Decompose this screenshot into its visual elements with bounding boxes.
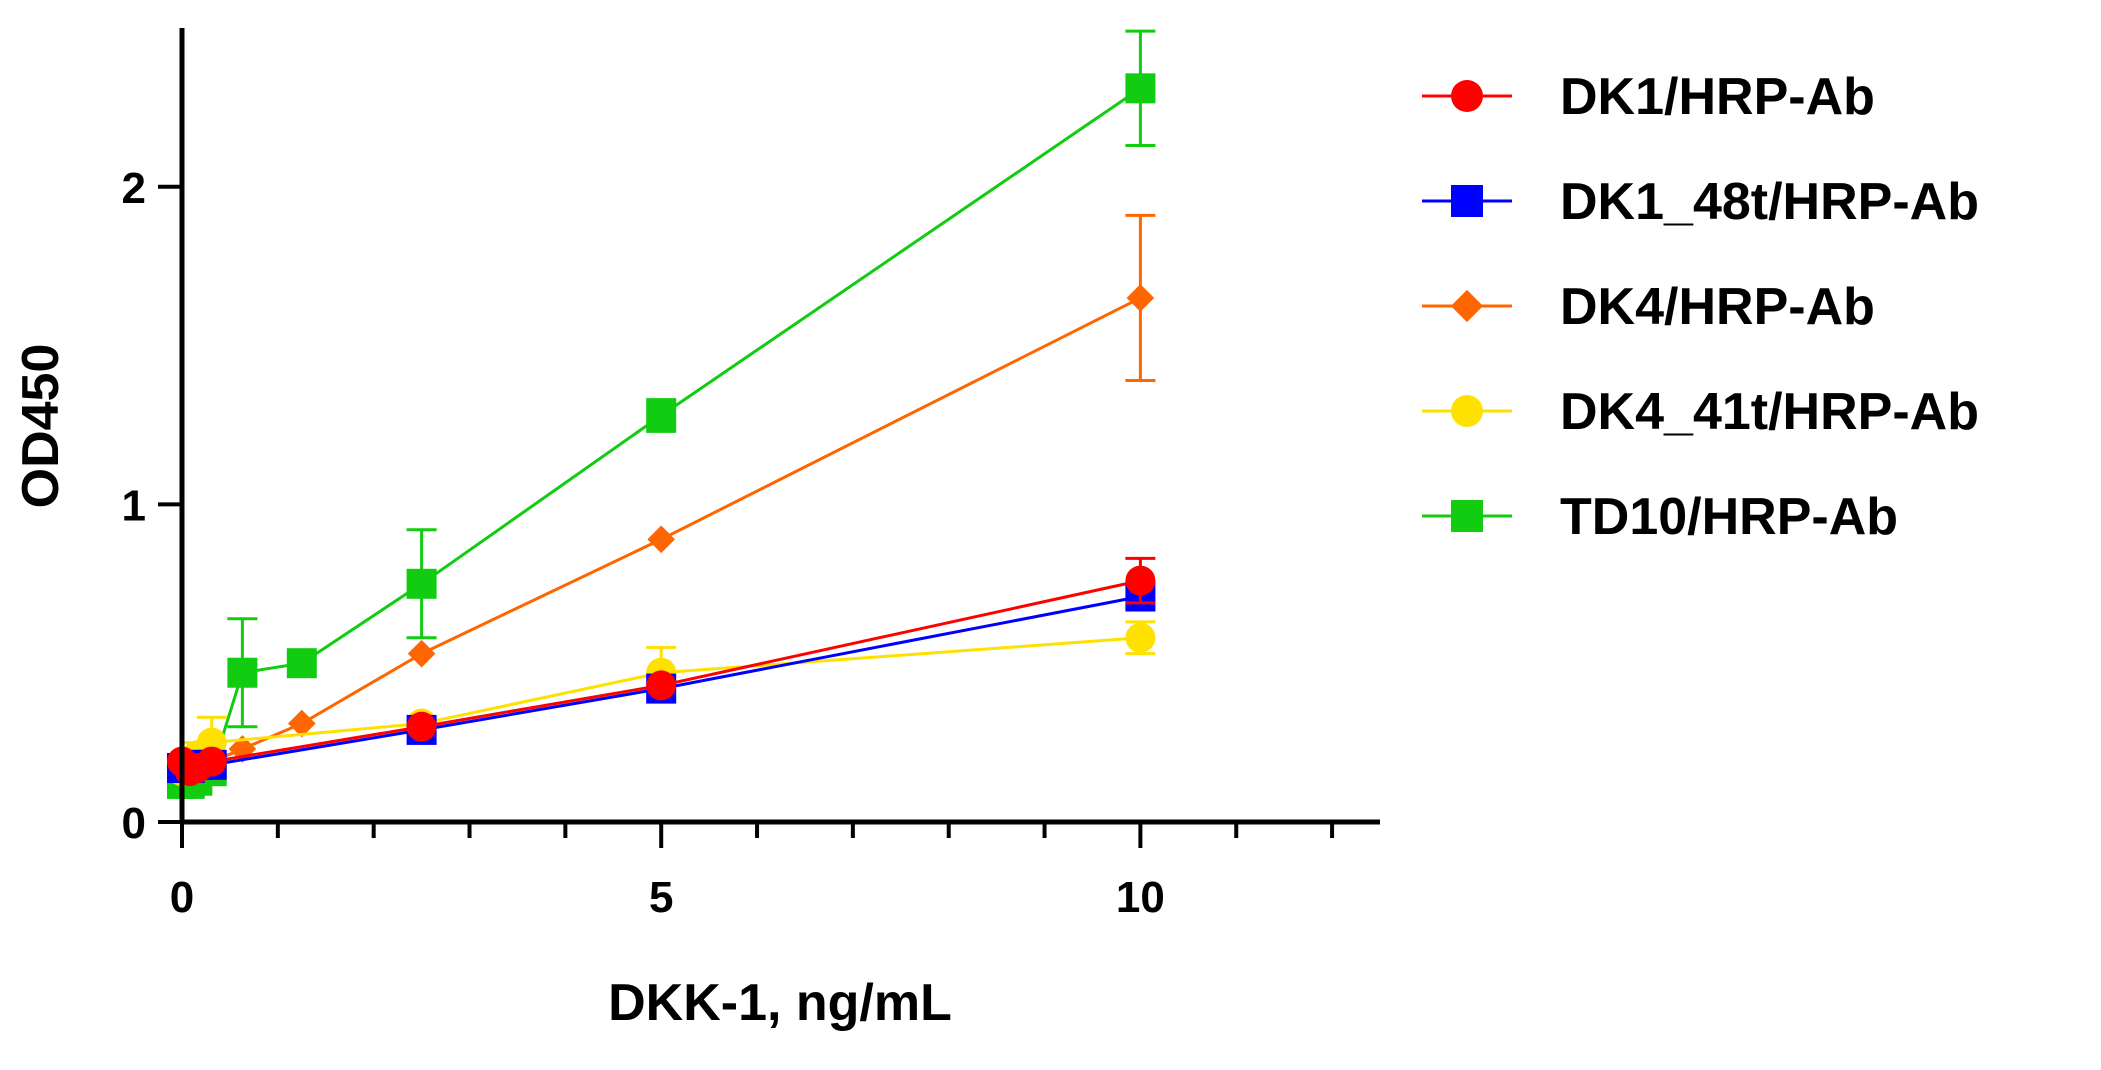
data-point [406, 568, 437, 599]
data-point [1125, 73, 1156, 104]
legend-marker [1451, 185, 1483, 217]
axes: 0 5 10 0 1 2 [122, 28, 1380, 922]
data-point [1125, 565, 1156, 596]
plot-area [167, 29, 1156, 799]
data-point [288, 709, 316, 738]
y-tick-label: 2 [122, 164, 146, 213]
series-4 [167, 620, 1156, 787]
x-tick-label: 10 [1116, 873, 1165, 922]
data-point [647, 525, 675, 554]
data-point [646, 400, 677, 431]
data-point [286, 648, 317, 679]
legend-marker [1451, 500, 1483, 532]
x-tick-label: 0 [170, 873, 194, 922]
legend-label: DK1_48t/HRP-Ab [1560, 173, 1979, 231]
legend-item: TD10/HRP-Ab [1422, 488, 1898, 546]
legend-item: DK1_48t/HRP-Ab [1422, 173, 1979, 231]
data-point [227, 657, 258, 688]
legend-label: DK1/HRP-Ab [1560, 68, 1875, 126]
data-point [196, 746, 227, 777]
data-point [1126, 284, 1155, 312]
legend-item: DK4/HRP-Ab [1422, 278, 1875, 336]
legend-item: DK4_41t/HRP-Ab [1422, 383, 1979, 441]
data-point [1125, 622, 1156, 653]
legend: DK1/HRP-Ab DK1_48t/HRP-Ab DK4/HRP-Ab DK4_41… [1422, 68, 1979, 546]
legend-label: DK4/HRP-Ab [1560, 278, 1875, 336]
legend-item: DK1/HRP-Ab [1422, 68, 1875, 126]
legend-marker [1450, 289, 1484, 323]
x-tick-label: 5 [649, 873, 673, 922]
axis-ticks: 0 5 10 0 1 2 [122, 164, 1335, 922]
data-point [646, 670, 677, 701]
legend-label: TD10/HRP-Ab [1560, 488, 1898, 546]
legend-label: DK4_41t/HRP-Ab [1560, 383, 1979, 441]
y-tick-label: 0 [122, 799, 146, 848]
legend-marker [1451, 395, 1483, 427]
data-point [407, 639, 436, 668]
x-axis-title: DKK-1, ng/mL [608, 974, 952, 1032]
data-point [406, 711, 437, 742]
legend-marker [1451, 80, 1483, 112]
y-tick-label: 1 [122, 481, 146, 530]
y-axis-title: OD450 [12, 344, 70, 509]
